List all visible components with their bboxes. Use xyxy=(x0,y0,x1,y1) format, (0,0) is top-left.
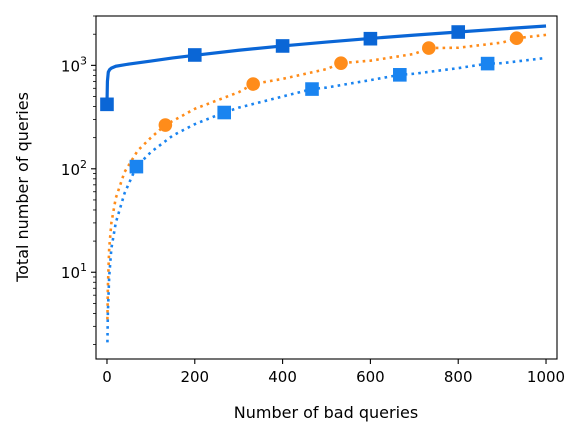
x-tick-label-6: 1000 xyxy=(527,368,565,386)
y-tick-label-3: 103 xyxy=(61,54,87,75)
plot-area xyxy=(100,24,547,343)
series-2-marker-3 xyxy=(334,56,348,70)
series-1-marker-2 xyxy=(187,48,202,62)
series-2-marker-2 xyxy=(246,77,260,91)
x-tick-label-4: 600 xyxy=(356,368,385,386)
series-3-marker-5 xyxy=(480,56,495,71)
series-2-marker-1 xyxy=(158,118,173,132)
series-2-line xyxy=(106,33,547,320)
series-3-marker-3 xyxy=(305,82,319,96)
series-2-marker-5 xyxy=(509,31,524,46)
series-3-marker-2 xyxy=(217,105,232,120)
y-axis-label: Total number of queries xyxy=(13,92,32,283)
series-1-marker-4 xyxy=(363,31,378,46)
series-3-marker-1 xyxy=(129,159,144,174)
x-tick-label-2: 200 xyxy=(180,368,209,386)
y-tick-label-1: 101 xyxy=(61,261,87,282)
series-3-marker-4 xyxy=(393,68,407,82)
x-tick-label-5: 800 xyxy=(444,368,473,386)
series-2-marker-4 xyxy=(421,41,436,55)
x-axis: 0 200 400 600 800 1000 xyxy=(102,359,565,386)
series-1-marker-1 xyxy=(100,97,114,112)
y-axis: 101 102 103 xyxy=(61,15,96,345)
x-tick-label-3: 400 xyxy=(268,368,297,386)
x-tick-label-1: 0 xyxy=(102,368,112,386)
series-1-marker-3 xyxy=(275,39,290,53)
x-axis-label: Number of bad queries xyxy=(234,403,418,422)
plot-frame xyxy=(95,15,558,360)
series-1-line xyxy=(105,24,547,105)
y-tick-label-2: 102 xyxy=(61,158,87,179)
series-1-marker-5 xyxy=(451,25,466,39)
